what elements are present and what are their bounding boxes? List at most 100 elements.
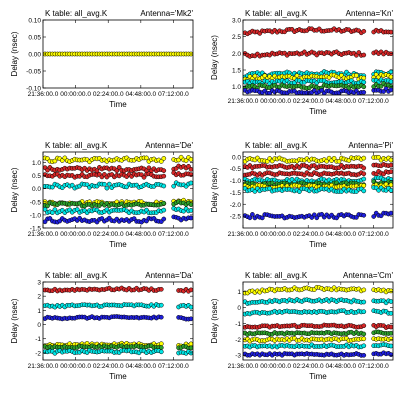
data-point: [188, 341, 193, 347]
data-point: [388, 352, 393, 357]
data-point: [356, 50, 362, 55]
data-point: [69, 182, 75, 188]
data-point: [161, 216, 167, 222]
series-5: [243, 329, 393, 337]
data-point: [102, 181, 107, 187]
chart-panel-1: -0.10 -0.05 0.00 0.05 0.10 21:36:00.0 00:00:00…: [10, 9, 193, 109]
data-point: [361, 309, 367, 315]
data-point: [161, 168, 167, 173]
series-8: [243, 210, 393, 221]
data-point: [294, 73, 300, 79]
data-point: [361, 331, 367, 337]
data-point: [361, 79, 367, 85]
x-tick-label: 04:48:00.0: [325, 98, 356, 105]
y-tick-label: -1.5: [230, 190, 242, 197]
data-point: [45, 203, 50, 209]
data-point: [361, 287, 367, 293]
x-tick-label: 00:00:00.0: [260, 363, 291, 370]
y-axis-label: Delay (nsec): [210, 167, 219, 212]
series-3: [43, 170, 193, 180]
chart-title: K table: all_avg.K: [245, 9, 308, 18]
data-point: [188, 304, 193, 310]
y-tick-label: 0.05: [28, 35, 41, 42]
data-point: [314, 215, 320, 221]
data-point: [250, 212, 255, 217]
x-axis-label: Time: [109, 372, 127, 381]
chart-title: K table: all_avg.K: [245, 141, 308, 150]
data-point: [52, 158, 58, 164]
x-tick-label: 02:24:00.0: [93, 363, 124, 370]
data-point: [43, 207, 48, 212]
series-7: [243, 185, 393, 194]
series-2: [43, 163, 193, 174]
x-tick-label: 02:24:00.0: [293, 363, 324, 370]
data-point: [388, 182, 393, 188]
data-point: [188, 180, 193, 186]
x-tick-label: 00:00:00.0: [60, 231, 91, 238]
y-tick-label: 3.0: [232, 18, 241, 25]
data-point: [388, 169, 393, 175]
chart-title: K table: all_avg.K: [45, 141, 108, 150]
y-tick-label: 1: [37, 308, 41, 315]
x-tick-label: 21:36:00.0: [228, 231, 259, 238]
x-tick-label: 21:36:00.0: [28, 231, 59, 238]
data-point: [188, 215, 193, 221]
x-tick-label: 04:48:00.0: [125, 231, 156, 238]
data-point: [106, 181, 112, 187]
chart-title: K table: all_avg.K: [45, 271, 108, 280]
chart-panel-2: 1.0 1.5 2.0 2.5 3.0 21:36:00.0 00:00:00.0 02:24…: [210, 9, 393, 116]
x-tick-label: 21:36:00.0: [228, 98, 259, 105]
series-2: [43, 302, 193, 310]
y-tick-label: 0.00: [28, 52, 41, 59]
x-axis-label: Time: [309, 240, 327, 249]
series-group: [243, 154, 393, 221]
series-2: [243, 162, 393, 171]
data-point: [158, 314, 164, 320]
y-tick-label: 0: [37, 322, 41, 329]
x-axis-label: Time: [109, 240, 127, 249]
data-point: [388, 74, 393, 80]
chart-panel-5: -2 -1 0 1 2 3 21:36:00.0 00:00:00.0 02:24:00.0 04…: [10, 271, 193, 381]
data-point: [361, 84, 367, 90]
antenna-label: Antenna='Mk2': [140, 9, 193, 18]
data-point: [158, 286, 164, 292]
axes-frame: [42, 281, 194, 361]
y-axis-label: Delay (nsec): [10, 298, 19, 343]
data-point: [336, 158, 342, 164]
y-tick-label: -2: [235, 337, 241, 344]
axes-frame: [242, 281, 394, 361]
data-point: [161, 207, 167, 213]
series-1: [43, 285, 193, 294]
series-6: [243, 335, 393, 344]
y-tick-label: 0.0: [232, 154, 241, 161]
x-tick-label: 04:48:00.0: [325, 231, 356, 238]
data-point: [361, 212, 367, 218]
y-tick-label: 1: [237, 289, 241, 296]
data-point: [388, 69, 393, 75]
x-tick-label: 00:00:00.0: [260, 98, 291, 105]
y-tick-label: 2.0: [232, 51, 241, 58]
data-point: [188, 345, 193, 351]
data-point: [324, 158, 330, 164]
x-tick-label: 07:12:00.0: [158, 363, 189, 370]
data-point: [161, 200, 167, 206]
y-tick-label: 1.0: [32, 160, 41, 167]
x-tick-label: 04:48:00.0: [125, 91, 156, 98]
x-tick-label: 21:36:00.0: [228, 363, 259, 370]
series-group: [43, 51, 193, 57]
y-axis-label: Delay (nsec): [10, 31, 19, 76]
data-point: [188, 166, 193, 172]
data-point: [161, 156, 167, 161]
y-tick-label: 2: [37, 294, 41, 301]
data-point: [388, 310, 393, 316]
data-point: [50, 210, 55, 215]
y-tick-label: -3: [235, 353, 241, 360]
y-tick-label: -0.5: [230, 166, 242, 173]
data-point: [161, 183, 167, 189]
series-2: [243, 49, 393, 59]
data-point: [259, 215, 265, 221]
series-7: [43, 206, 193, 216]
y-tick-label: -1.0: [30, 212, 42, 219]
data-point: [116, 165, 122, 170]
data-point: [144, 155, 149, 161]
